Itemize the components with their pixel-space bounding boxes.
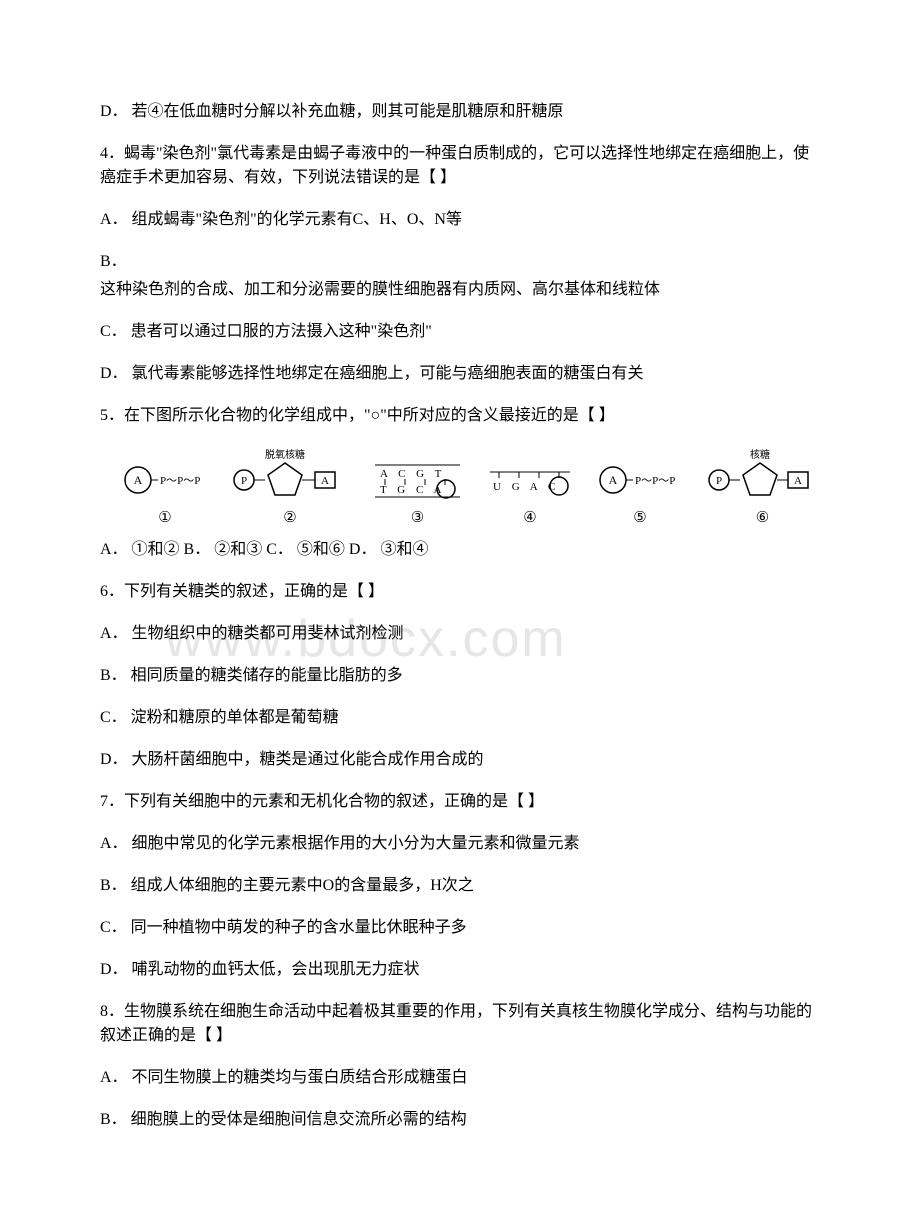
- diagram-3-bot: T G C A: [380, 484, 445, 496]
- diagram-1-a: A: [134, 473, 143, 487]
- q4-option-b-prefix: B．: [100, 250, 820, 274]
- diagram-3-label: ③: [411, 507, 424, 530]
- diagram-6-label: ⑥: [756, 507, 769, 530]
- q5-options: A． ①和② B． ②和③ C． ⑤和⑥ D． ③和④: [100, 538, 820, 562]
- diagram-2-ribose-label: 脱氧核糖: [265, 448, 305, 461]
- q7-option-b: B． 组成人体细胞的主要元素中O的含量最多，H次之: [100, 874, 820, 898]
- q4-stem: 4．蝎毒"染色剂"氯代毒素是由蝎子毒液中的一种蛋白质制成的，它可以选择性地绑定在…: [100, 142, 820, 190]
- diagram-2-svg: 脱氧核糖 P A: [230, 448, 350, 503]
- q5-diagram-row: A P～P～P ① 脱氧核糖 P A ② A C: [120, 448, 820, 530]
- q6-option-c: C． 淀粉和糖原的单体都是葡萄糖: [100, 706, 820, 730]
- diagram-4-label: ④: [523, 507, 536, 530]
- q7-option-a: A． 细胞中常见的化学元素根据作用的大小分为大量元素和微量元素: [100, 832, 820, 856]
- diagram-4-seq: U G A C: [493, 481, 559, 493]
- diagram-1-svg: A P～P～P: [120, 458, 210, 503]
- document-content: D． 若④在低血糖时分解以补充血糖，则其可能是肌糖原和肝糖原 4．蝎毒"染色剂"…: [100, 100, 820, 1132]
- diagram-4-svg: U G A C: [485, 458, 575, 503]
- q7-option-d: D． 哺乳动物的血钙太低，会出现肌无力症状: [100, 958, 820, 982]
- q6-option-d: D． 大肠杆菌细胞中，糖类是通过化能合成作用合成的: [100, 748, 820, 772]
- diagram-1-label: ①: [158, 507, 171, 530]
- q8-option-a: A． 不同生物膜上的糖类均与蛋白质结合形成糖蛋白: [100, 1066, 820, 1090]
- diagram-3: A C G T T G C A ③: [370, 453, 465, 530]
- diagram-2-p: P: [241, 475, 247, 487]
- q6-option-b: B． 相同质量的糖类储存的能量比脂肪的多: [100, 664, 820, 688]
- q6-option-a: A． 生物组织中的糖类都可用斐林试剂检测: [100, 622, 820, 646]
- diagram-5: A P～P～P ⑤: [595, 458, 685, 530]
- diagram-6-svg: 核糖 P A: [705, 448, 820, 503]
- q7-stem: 7．下列有关细胞中的元素和无机化合物的叙述，正确的是【 】: [100, 790, 820, 814]
- diagram-5-svg: A P～P～P: [595, 458, 685, 503]
- diagram-1-chain: P～P～P: [160, 475, 200, 487]
- q3-option-d: D． 若④在低血糖时分解以补充血糖，则其可能是肌糖原和肝糖原: [100, 100, 820, 124]
- q5-stem: 5．在下图所示化合物的化学组成中，"○"中所对应的含义最接近的是【 】: [100, 404, 820, 428]
- diagram-6-a: A: [794, 475, 802, 487]
- diagram-2-a: A: [321, 475, 329, 487]
- diagram-4: U G A C ④: [485, 458, 575, 530]
- q8-option-b: B． 细胞膜上的受体是细胞间信息交流所必需的结构: [100, 1108, 820, 1132]
- q7-option-c: C． 同一种植物中萌发的种子的含水量比休眠种子多: [100, 916, 820, 940]
- diagram-3-top: A C G T: [380, 468, 445, 480]
- q6-stem: 6．下列有关糖类的叙述，正确的是【 】: [100, 580, 820, 604]
- q4-option-b-body: 这种染色剂的合成、加工和分泌需要的膜性细胞器有内质网、高尔基体和线粒体: [100, 278, 820, 302]
- q4-option-a: A． 组成蝎毒"染色剂"的化学元素有C、H、O、N等: [100, 208, 820, 232]
- diagram-6: 核糖 P A ⑥: [705, 448, 820, 530]
- diagram-6-p: P: [716, 475, 722, 487]
- diagram-6-ribose-label: 核糖: [750, 448, 770, 461]
- q8-stem: 8．生物膜系统在细胞生命活动中起着极其重要的作用，下列有关真核生物膜化学成分、结…: [100, 1000, 820, 1048]
- diagram-1: A P～P～P ①: [120, 458, 210, 530]
- diagram-2: 脱氧核糖 P A ②: [230, 448, 350, 530]
- diagram-5-a: A: [609, 473, 618, 487]
- q4-option-c: C． 患者可以通过口服的方法摄入这种"染色剂": [100, 320, 820, 344]
- diagram-5-label: ⑤: [633, 507, 646, 530]
- diagram-3-svg: A C G T T G C A: [370, 453, 465, 503]
- q4-option-d: D． 氯代毒素能够选择性地绑定在癌细胞上，可能与癌细胞表面的糖蛋白有关: [100, 362, 820, 386]
- diagram-5-chain: P～P～P: [635, 475, 675, 487]
- diagram-2-label: ②: [283, 507, 296, 530]
